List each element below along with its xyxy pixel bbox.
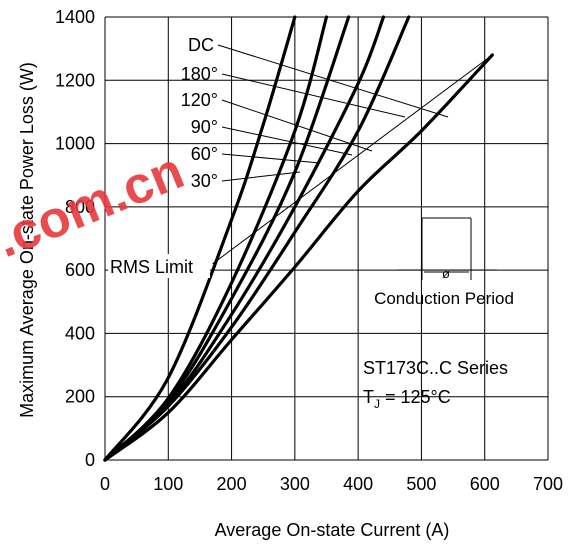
legend-label: DC <box>188 35 214 55</box>
x-axis-label: Average On-state Current (A) <box>215 520 450 540</box>
x-tick-label: 0 <box>100 474 110 494</box>
x-tick-label: 400 <box>343 474 373 494</box>
legend-leader-line <box>221 99 373 152</box>
legend-label: 180° <box>181 64 218 84</box>
series-line <box>103 53 494 462</box>
legend: DC 180° 120° 90° 60° 30° RMS Limit <box>108 35 449 278</box>
x-tick-label: 700 <box>533 474 563 494</box>
y-tick-label: 1200 <box>55 70 95 90</box>
rms-limit-line <box>212 54 493 265</box>
y-tick-label: 400 <box>65 323 95 343</box>
conduction-period-label: Conduction Period <box>374 289 514 308</box>
legend-leader-line <box>221 126 353 156</box>
tick-labels: 0 100 200 300 400 500 600 700 0 200 400 600 800 1000 1… <box>55 7 563 494</box>
y-axis-label: Maximum Average On-state Power Loss (W) <box>17 62 37 418</box>
series-curves <box>103 15 494 462</box>
conduction-symbol: ø <box>442 266 450 281</box>
rms-limit-label: RMS Limit <box>110 257 193 277</box>
legend-leader-line <box>217 44 449 118</box>
x-tick-label: 500 <box>406 474 436 494</box>
temperature-annotation: TJ = 125°C <box>363 387 451 411</box>
legend-label: 30° <box>191 171 218 191</box>
y-tick-label: 200 <box>65 387 95 407</box>
y-tick-label: 1000 <box>55 134 95 154</box>
y-tick-label: 0 <box>85 450 95 470</box>
x-tick-label: 100 <box>153 474 183 494</box>
x-tick-label: 200 <box>217 474 247 494</box>
x-tick-label: 300 <box>280 474 310 494</box>
series-line <box>103 15 351 462</box>
x-tick-label: 600 <box>470 474 500 494</box>
legend-leader-line <box>221 171 301 182</box>
legend-leader-line <box>221 73 406 118</box>
legend-label: 60° <box>191 144 218 164</box>
y-tick-label: 600 <box>65 260 95 280</box>
legend-label: 90° <box>191 117 218 137</box>
y-tick-label: 1400 <box>55 7 95 27</box>
series-title: ST173C..C Series <box>363 358 508 378</box>
legend-label: 120° <box>181 90 218 110</box>
rms-label-background <box>108 254 210 278</box>
conduction-period-diagram: ø Conduction Period <box>374 217 514 308</box>
series-line <box>103 15 386 462</box>
legend-leader-line <box>221 153 321 164</box>
series-line <box>103 15 297 462</box>
y-tick-label: 800 <box>65 197 95 217</box>
